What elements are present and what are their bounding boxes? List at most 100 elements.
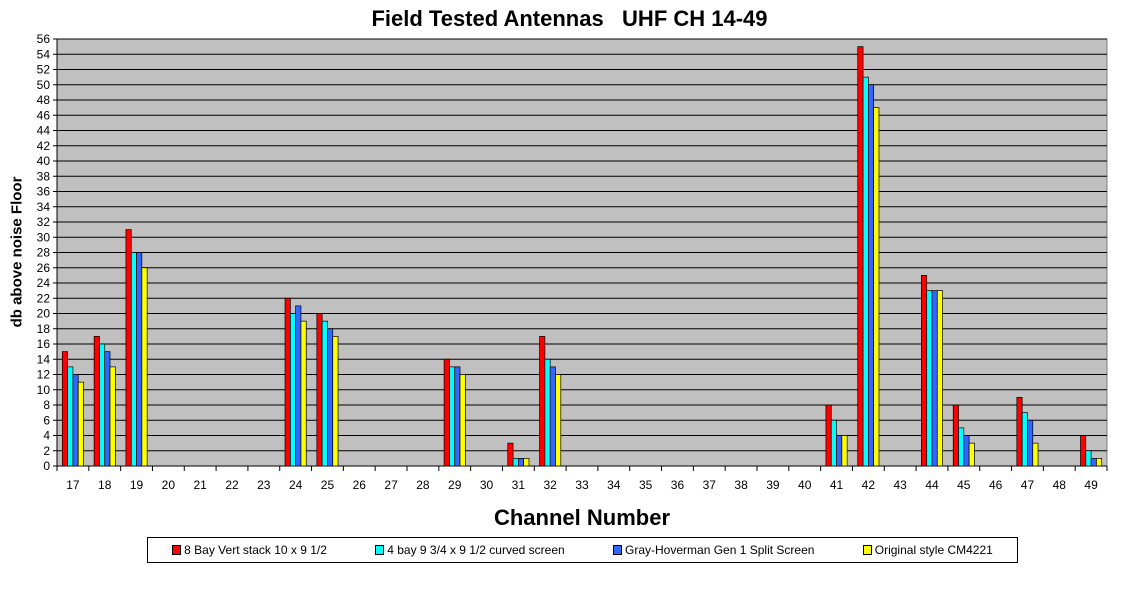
y-tick-label: 40 — [37, 154, 51, 168]
x-tick-label: 29 — [448, 478, 462, 492]
legend-item: Gray-Hoverman Gen 1 Split Screen — [613, 543, 814, 557]
bar — [873, 107, 880, 467]
x-tick-label: 31 — [512, 478, 526, 492]
bar — [921, 275, 928, 467]
bar — [539, 336, 546, 467]
bar — [125, 229, 132, 467]
legend-label: Gray-Hoverman Gen 1 Split Screen — [625, 543, 815, 557]
legend-item: 4 bay 9 3/4 x 9 1/2 curved screen — [375, 543, 565, 557]
x-tick-label: 23 — [257, 478, 271, 492]
x-tick-label: 21 — [194, 478, 208, 492]
chart-title: Field Tested Antennas UHF CH 14-49 — [371, 6, 768, 31]
bar — [936, 290, 943, 467]
legend-item: Original style CM4221 — [862, 543, 993, 557]
bar — [1090, 458, 1097, 467]
x-tick-label: 30 — [480, 478, 494, 492]
y-tick-label: 4 — [43, 429, 50, 443]
bar — [454, 366, 461, 467]
bar — [518, 458, 525, 467]
x-tick-label: 34 — [607, 478, 621, 492]
y-tick-label: 12 — [37, 368, 51, 382]
bar — [449, 366, 456, 467]
bar — [862, 76, 869, 467]
x-tick-label: 18 — [98, 478, 112, 492]
x-tick-label: 36 — [671, 478, 685, 492]
y-tick-label: 18 — [37, 322, 51, 336]
y-tick-label: 24 — [37, 276, 51, 290]
y-tick-label: 30 — [37, 230, 51, 244]
bar — [316, 313, 323, 467]
y-tick-label: 0 — [43, 459, 50, 473]
x-tick-label: 48 — [1053, 478, 1067, 492]
x-tick-label: 44 — [925, 478, 939, 492]
y-tick-label: 22 — [37, 291, 51, 305]
bar — [61, 351, 68, 467]
x-tick-label: 33 — [575, 478, 589, 492]
x-tick-label: 38 — [734, 478, 748, 492]
bar — [130, 252, 137, 467]
x-tick-label: 24 — [289, 478, 303, 492]
x-tick-label: 32 — [544, 478, 558, 492]
y-tick-label: 14 — [37, 352, 51, 366]
x-tick-label: 26 — [353, 478, 367, 492]
bar — [99, 343, 106, 467]
bar — [1080, 435, 1087, 467]
bar — [523, 458, 530, 467]
x-tick-label: 17 — [66, 478, 80, 492]
x-tick-label: 22 — [225, 478, 239, 492]
x-tick-label: 37 — [703, 478, 717, 492]
x-tick-label: 49 — [1084, 478, 1098, 492]
x-axis-label: Channel Number — [493, 505, 671, 530]
x-tick-label: 46 — [989, 478, 1003, 492]
y-tick-label: 46 — [37, 108, 51, 122]
x-tick-label: 41 — [830, 478, 844, 492]
x-tick-label: 39 — [766, 478, 780, 492]
x-tick-label: 42 — [862, 478, 876, 492]
bar — [332, 336, 339, 467]
y-tick-label: 2 — [43, 444, 50, 458]
x-tick-label: 19 — [130, 478, 144, 492]
bar — [67, 366, 74, 467]
legend-label: 8 Bay Vert stack 10 x 9 1/2 — [184, 543, 327, 557]
legend-swatch — [375, 545, 385, 555]
x-tick-label: 45 — [957, 478, 971, 492]
bar — [968, 442, 975, 467]
y-tick-label: 44 — [37, 124, 51, 138]
x-tick-label: 47 — [1021, 478, 1035, 492]
y-tick-label: 34 — [37, 200, 51, 214]
x-tick-label: 28 — [416, 478, 430, 492]
y-tick-label: 48 — [37, 93, 51, 107]
bar — [459, 374, 466, 467]
legend-label: 4 bay 9 3/4 x 9 1/2 curved screen — [387, 543, 565, 557]
y-tick-label: 52 — [37, 63, 51, 77]
legend-swatch — [613, 545, 623, 555]
x-tick-label: 20 — [162, 478, 176, 492]
legend-swatch — [172, 545, 182, 555]
bar — [830, 419, 837, 467]
y-tick-label: 32 — [37, 215, 51, 229]
bar — [1021, 412, 1028, 467]
y-tick-label: 16 — [37, 337, 51, 351]
bar — [512, 458, 519, 467]
bar — [72, 374, 79, 467]
legend-swatch — [862, 545, 872, 555]
bar — [931, 290, 938, 467]
bar — [549, 366, 556, 467]
bar — [507, 442, 514, 467]
x-tick-label: 43 — [894, 478, 908, 492]
bar — [555, 374, 562, 467]
bar — [836, 435, 843, 467]
bar — [544, 358, 551, 467]
bar — [141, 267, 148, 467]
x-tick-label: 25 — [321, 478, 335, 492]
y-tick-label: 8 — [43, 398, 50, 412]
y-tick-label: 56 — [37, 32, 51, 46]
bar — [868, 84, 875, 467]
legend-label: Original style CM4221 — [874, 543, 993, 557]
legend: 8 Bay Vert stack 10 x 9 1/2 4 bay 9 3/4 x… — [147, 537, 1018, 563]
y-tick-label: 50 — [37, 78, 51, 92]
bar — [1027, 419, 1034, 467]
bar — [1085, 450, 1092, 467]
bar — [93, 336, 100, 467]
